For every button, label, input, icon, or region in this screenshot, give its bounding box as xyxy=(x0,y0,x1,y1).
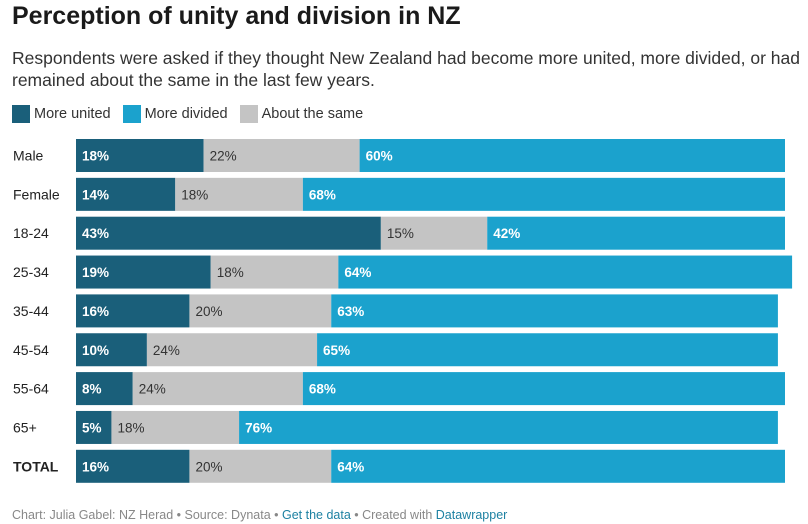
bar-more-united-18-24 xyxy=(76,216,381,250)
category-label-45-54: 45-54 xyxy=(13,342,49,358)
legend-item-more-united: More united xyxy=(12,105,111,123)
legend-label-more-divided: More divided xyxy=(144,106,228,122)
data-label-more-divided-35-44: 63% xyxy=(337,304,364,319)
data-label-about-the-same-18-24: 15% xyxy=(387,226,414,241)
bar-more-divided-18-24 xyxy=(487,216,785,250)
footer-created-with: • Created with xyxy=(350,508,436,522)
data-label-about-the-same-45-54: 24% xyxy=(153,343,180,358)
bar-more-united-55-64 xyxy=(76,372,133,406)
bar-more-divided-25-34 xyxy=(338,255,793,289)
category-label-male: Male xyxy=(13,148,44,164)
data-label-more-divided-55-64: 68% xyxy=(309,382,336,397)
category-label-18-24: 18-24 xyxy=(13,225,49,241)
category-label-total: TOTAL xyxy=(13,458,59,474)
bar-about-the-same-35-44 xyxy=(189,294,332,328)
bar-more-divided-55-64 xyxy=(302,372,785,406)
data-label-about-the-same-male: 22% xyxy=(210,149,237,164)
legend-swatch-more-divided xyxy=(122,105,141,123)
data-label-more-united-35-44: 16% xyxy=(82,304,109,319)
legend-label-about-the-same: About the same xyxy=(261,106,364,122)
get-the-data-link[interactable]: Get the data xyxy=(281,508,351,522)
bar-more-divided-65- xyxy=(239,410,778,444)
data-label-more-united-65-: 5% xyxy=(82,420,102,435)
data-label-more-united-55-64: 8% xyxy=(82,382,102,397)
bar-about-the-same-18-24 xyxy=(380,216,488,250)
stacked-bar-chart: Male 18% 22% 60% Female 14% 18% 68% 18-24 43% 15% 4… xyxy=(13,139,793,483)
data-label-more-united-female: 14% xyxy=(82,187,109,202)
category-label-35-44: 35-44 xyxy=(13,303,49,319)
data-label-about-the-same-65-: 18% xyxy=(117,420,144,435)
bar-more-united-45-54 xyxy=(76,333,147,367)
category-label-65-: 65+ xyxy=(13,419,37,435)
data-label-more-divided-18-24: 42% xyxy=(493,226,520,241)
data-label-more-divided-male: 60% xyxy=(366,149,393,164)
bar-more-united-total xyxy=(76,449,190,483)
bar-more-united-35-44 xyxy=(76,294,190,328)
bar-about-the-same-male xyxy=(203,139,360,172)
category-label-25-34: 25-34 xyxy=(13,264,49,280)
data-label-more-united-45-54: 10% xyxy=(82,343,109,358)
bar-more-united-65- xyxy=(76,410,112,444)
data-label-about-the-same-25-34: 18% xyxy=(217,265,244,280)
data-label-more-divided-female: 68% xyxy=(309,187,336,202)
chart-title: Perception of unity and division in NZ xyxy=(12,2,461,30)
legend-label-more-united: More united xyxy=(34,106,111,122)
data-label-more-divided-total: 64% xyxy=(337,459,364,474)
bar-more-divided-total xyxy=(331,449,785,483)
chart-legend: More united More divided About the same xyxy=(12,104,375,124)
data-label-more-divided-45-54: 65% xyxy=(323,343,350,358)
bar-more-divided-female xyxy=(302,177,785,211)
footer-credits: Chart: Julia Gabel: NZ Herad • Source: D… xyxy=(12,508,282,522)
bar-about-the-same-25-34 xyxy=(210,255,339,289)
data-label-more-united-male: 18% xyxy=(82,149,109,164)
bar-about-the-same-45-54 xyxy=(146,333,318,367)
legend-item-more-divided: More divided xyxy=(122,105,228,123)
bar-about-the-same-female xyxy=(175,177,303,211)
bar-more-divided-35-44 xyxy=(331,294,778,328)
bar-about-the-same-55-64 xyxy=(132,372,303,406)
bar-more-divided-45-54 xyxy=(317,333,778,367)
chart-footer: Chart: Julia Gabel: NZ Herad • Source: D… xyxy=(12,508,507,522)
bar-more-united-female xyxy=(76,177,176,211)
data-label-more-divided-25-34: 64% xyxy=(344,265,371,280)
legend-swatch-more-united xyxy=(12,105,30,123)
legend-item-about-the-same: About the same xyxy=(239,105,364,123)
data-label-about-the-same-female: 18% xyxy=(181,187,208,202)
category-label-female: Female xyxy=(13,186,60,202)
bar-about-the-same-total xyxy=(189,449,332,483)
bar-more-divided-male xyxy=(359,139,785,172)
data-label-about-the-same-35-44: 20% xyxy=(195,304,222,319)
bar-more-united-male xyxy=(76,139,204,172)
data-label-about-the-same-55-64: 24% xyxy=(139,382,166,397)
data-label-more-divided-65-: 76% xyxy=(245,420,272,435)
category-label-55-64: 55-64 xyxy=(13,381,49,397)
data-label-about-the-same-total: 20% xyxy=(195,459,222,474)
chart-subtitle: Respondents were asked if they thought N… xyxy=(12,48,800,90)
bar-more-united-25-34 xyxy=(76,255,211,289)
legend-swatch-about-the-same xyxy=(239,105,258,123)
data-label-more-united-25-34: 19% xyxy=(82,265,109,280)
datawrapper-link[interactable]: Datawrapper xyxy=(435,508,508,522)
data-label-more-united-18-24: 43% xyxy=(82,226,109,241)
bar-about-the-same-65- xyxy=(111,410,240,444)
data-label-more-united-total: 16% xyxy=(82,459,109,474)
